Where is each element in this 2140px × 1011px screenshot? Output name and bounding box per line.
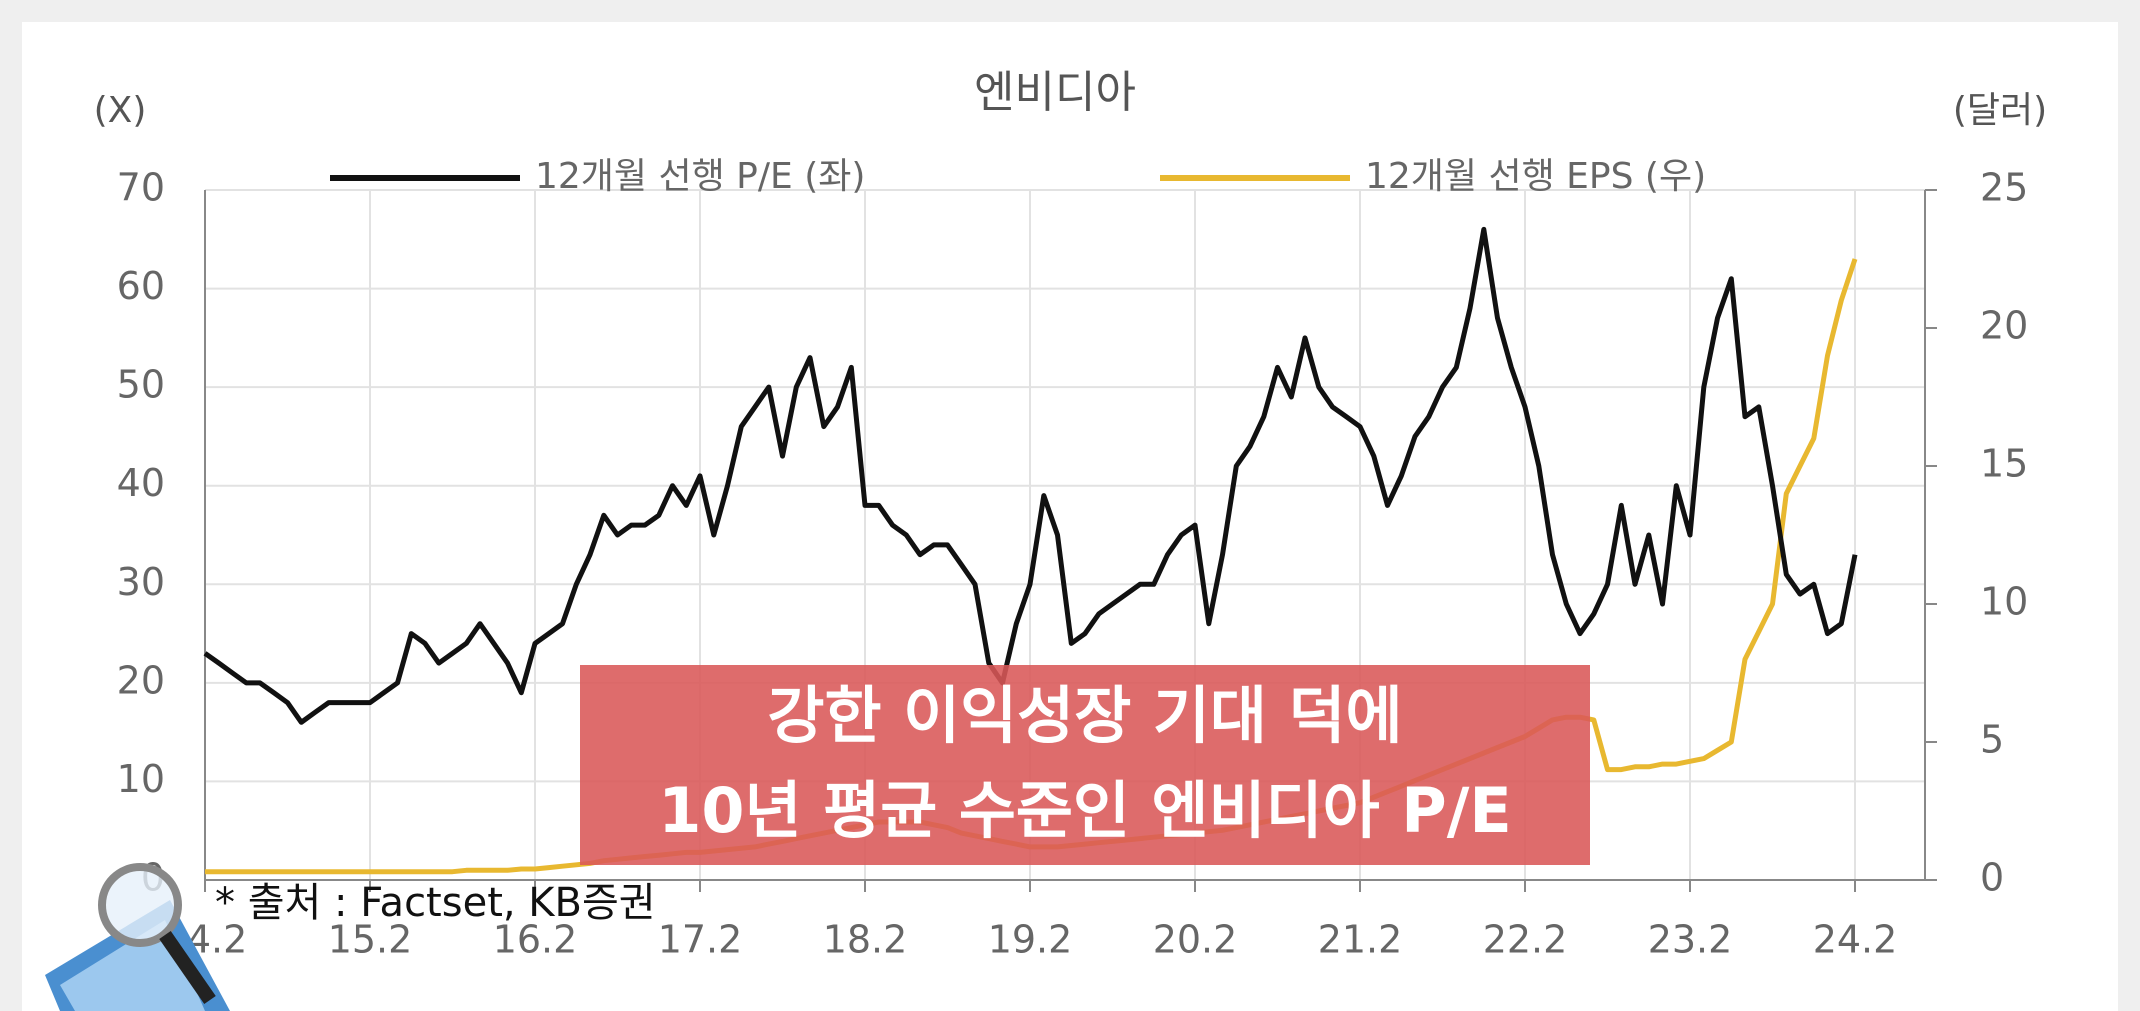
y-tick-label: 40 <box>117 461 165 505</box>
y-tick-label: 70 <box>117 166 165 210</box>
x-tick-label: 16.2 <box>493 918 578 962</box>
x-tick-label: 24.2 <box>1813 918 1898 962</box>
legend-label: 12개월 선행 P/E (좌) <box>535 156 865 197</box>
y-tick-label: 10 <box>117 757 165 801</box>
x-tick-label: 17.2 <box>658 918 743 962</box>
y2-tick-label: 5 <box>1980 718 2004 762</box>
y2-tick-label: 20 <box>1980 304 2028 348</box>
annotation-box <box>580 665 1590 865</box>
y-tick-label: 50 <box>117 363 165 407</box>
y-tick-label: 20 <box>117 658 165 702</box>
x-tick-label: 15.2 <box>328 918 413 962</box>
magnifier-icon <box>45 863 230 1011</box>
legend-label: 12개월 선행 EPS (우) <box>1365 156 1706 197</box>
x-tick-label: 22.2 <box>1483 918 1568 962</box>
y-tick-label: 60 <box>117 264 165 308</box>
plot: 010203040506070051015202514.215.216.217.… <box>117 156 2029 962</box>
y2-tick-label: 0 <box>1980 856 2004 900</box>
annotation-text: 강한 이익성장 기대 덕에 <box>767 679 1402 752</box>
y2-tick-label: 10 <box>1980 580 2028 624</box>
annotation-text: 10년 평균 수준인 엔비디아 P/E <box>658 774 1511 847</box>
y2-axis-label: (달러) <box>1953 90 2047 131</box>
x-tick-label: 20.2 <box>1153 918 1238 962</box>
y-tick-label: 30 <box>117 560 165 604</box>
x-tick-label: 21.2 <box>1318 918 1403 962</box>
y2-tick-label: 15 <box>1980 442 2028 486</box>
x-tick-label: 23.2 <box>1648 918 1733 962</box>
x-tick-label: 18.2 <box>823 918 908 962</box>
y2-tick-label: 25 <box>1980 166 2028 210</box>
y-axis-label: (X) <box>94 90 147 131</box>
source-note: * 출처 : Factset, KB증권 <box>215 880 656 926</box>
x-tick-label: 19.2 <box>988 918 1073 962</box>
series-line <box>203 226 1858 725</box>
chart-title: 엔비디아 <box>974 67 1136 118</box>
